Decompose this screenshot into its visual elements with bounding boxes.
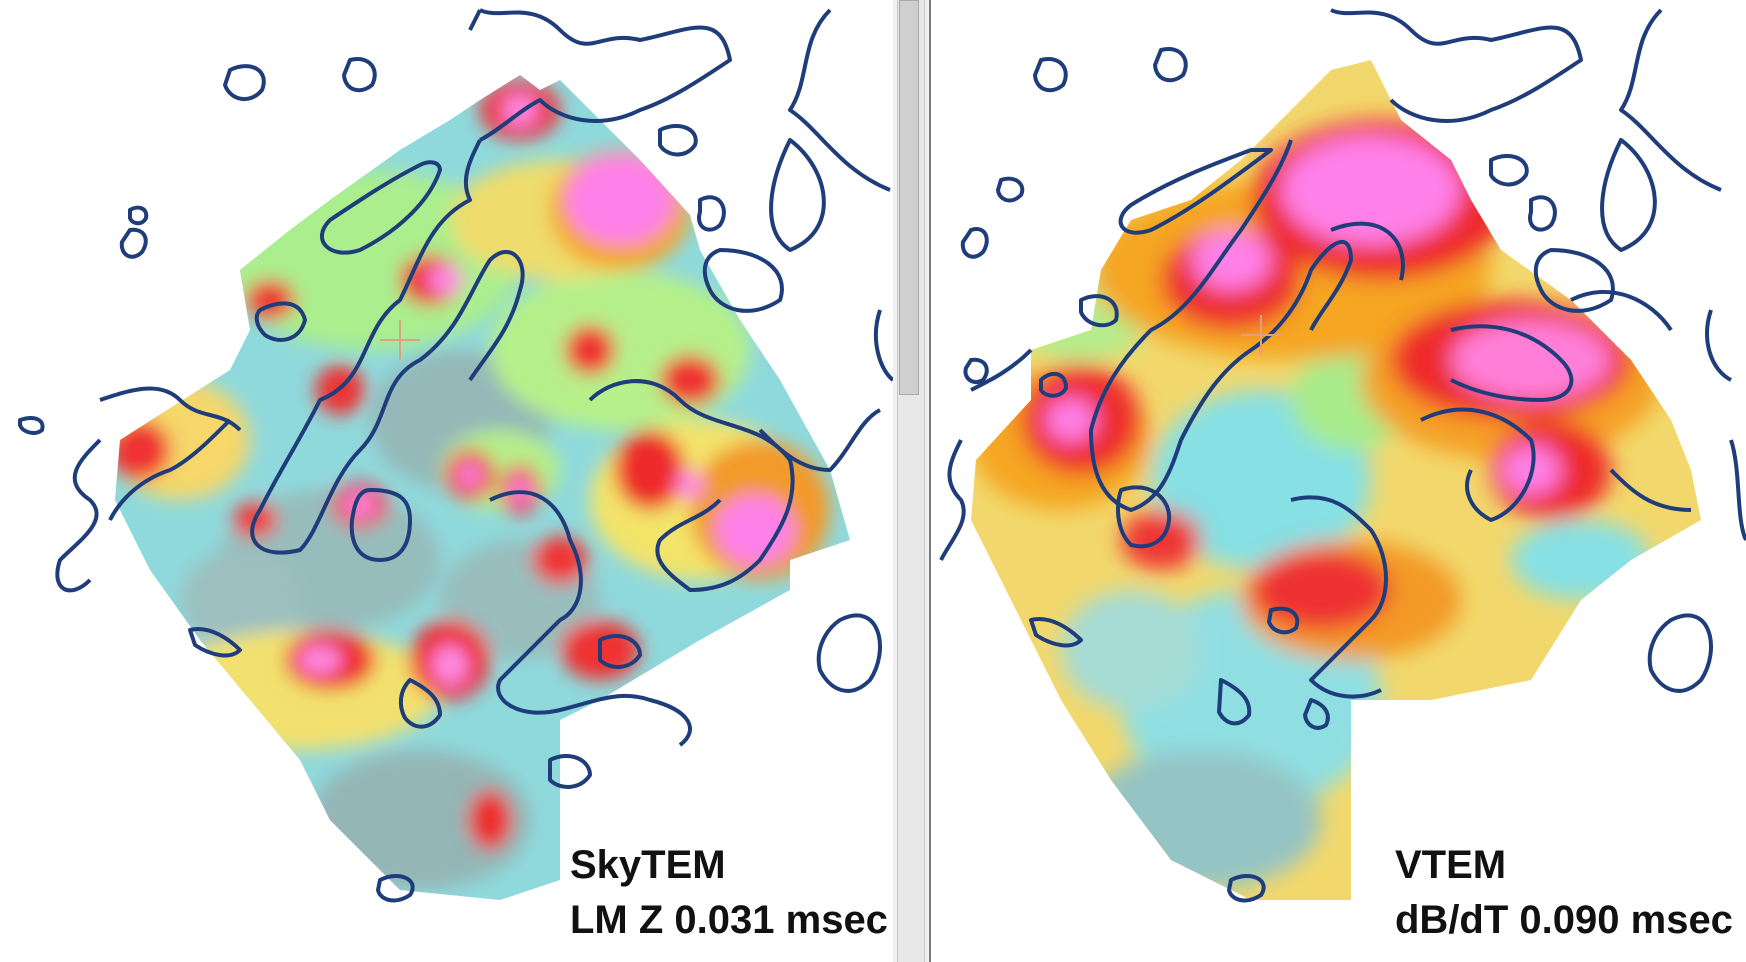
panel-separator [929, 0, 931, 962]
vtem-subtitle: dB/dT 0.090 msec [1395, 898, 1733, 942]
panel-divider-scrollbar[interactable] [893, 0, 931, 962]
skytem-title: SkyTEM [570, 843, 726, 887]
skytem-outlines [18, 8, 893, 903]
vtem-map-panel[interactable]: VTEM dB/dT 0.090 msec [931, 0, 1746, 962]
vtem-outlines [939, 8, 1746, 903]
skytem-anomaly-grid [115, 75, 850, 900]
vtem-map [939, 8, 1746, 903]
scrollbar-thumb[interactable] [899, 0, 919, 395]
skytem-map-panel[interactable]: SkyTEM LM Z 0.031 msec [0, 0, 893, 962]
skytem-subtitle: LM Z 0.031 msec [570, 898, 888, 942]
crosshair-cursor [380, 320, 420, 360]
vtem-crosshair-cursor [1241, 315, 1281, 355]
skytem-map [18, 8, 893, 903]
vtem-title: VTEM [1395, 843, 1507, 887]
